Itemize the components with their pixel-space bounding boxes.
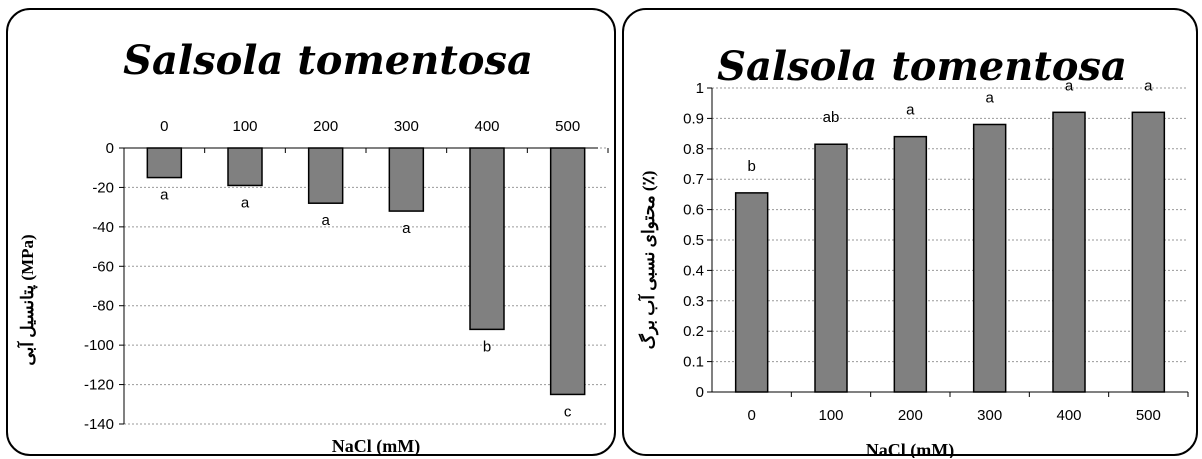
significance-label: a (241, 194, 250, 211)
chart-panel-water-potential: Salsola tomentosa 0 -20 -40 -60 -80 -100 -120 -… (6, 8, 616, 457)
bar (388, 147, 425, 212)
y-tick-label: 0.6 (683, 202, 704, 219)
chart-title: Salsola tomentosa (123, 37, 533, 84)
y-tick-label: -100 (84, 337, 114, 354)
x-tick-label: 400 (1056, 407, 1081, 424)
significance-label: a (1065, 77, 1074, 94)
x-tick-label: 400 (474, 118, 499, 135)
significance-label: b (483, 338, 491, 355)
x-tick-label: 500 (555, 118, 580, 135)
x-tick-label: 300 (977, 407, 1002, 424)
bar (469, 147, 505, 331)
bar (549, 147, 586, 396)
chart-title: Salsola tomentosa (717, 43, 1127, 90)
y-tick-label: 0.2 (683, 323, 704, 340)
significance-label: a (1144, 77, 1153, 94)
water-potential-chart: Salsola tomentosa 0 -20 -40 -60 -80 -100 -120 -… (16, 37, 609, 457)
x-tick-label: 300 (394, 118, 419, 135)
bar (1131, 111, 1166, 393)
y-tick-label: -140 (84, 416, 114, 433)
y-axis-label: پتانسیل آبی (MPa) (16, 234, 38, 365)
y-tick-label: 0.1 (683, 354, 704, 371)
x-tick-label: 0 (747, 407, 755, 424)
significance-label: a (160, 187, 169, 204)
significance-label: a (906, 102, 915, 119)
y-tick-label: -20 (92, 179, 114, 196)
x-axis-label: NaCl (mM) (866, 440, 954, 458)
y-tick-label: 0.5 (683, 232, 704, 249)
bar (307, 147, 344, 204)
x-tick-label: 0 (160, 118, 168, 135)
y-tick-label: 0.4 (683, 262, 704, 279)
x-tick-label: 500 (1136, 407, 1161, 424)
x-tick-label: 100 (818, 407, 843, 424)
significance-label: ab (823, 109, 840, 126)
y-tick-label: -120 (84, 377, 114, 394)
x-axis-label: NaCl (mM) (332, 436, 420, 457)
bar (972, 123, 1007, 393)
y-axis-label: محتوای نسبی آب برگ (٪) (637, 171, 659, 350)
x-tick-label: 100 (232, 118, 257, 135)
y-tick-label: 0.9 (683, 110, 704, 127)
y-tick-label: -40 (92, 219, 114, 236)
bar (227, 147, 263, 187)
significance-label: a (985, 89, 994, 106)
y-tick-label: 0 (696, 384, 704, 401)
bar (1052, 111, 1086, 393)
y-tick-label: 0.7 (683, 171, 704, 188)
bar (893, 135, 928, 393)
x-tick-label: 200 (313, 118, 338, 135)
y-tick-label: 0.8 (683, 141, 704, 158)
y-tick-label: -60 (92, 258, 114, 275)
significance-label: a (321, 212, 330, 229)
bar (814, 143, 848, 393)
y-tick-label: 0 (106, 140, 114, 157)
x-tick-label: 200 (898, 407, 923, 424)
bar (734, 192, 769, 393)
significance-label: b (747, 158, 755, 175)
bar (146, 147, 183, 179)
relative-water-content-chart: 0 0.1 0.2 0.3 0.4 0.5 0.6 0.7 0.8 0.9 1 0 b 100 ab 200 a… (637, 43, 1189, 458)
y-tick-label: 1 (696, 80, 704, 97)
significance-label: c (564, 403, 572, 420)
significance-label: a (402, 220, 411, 237)
y-tick-label: -80 (92, 298, 114, 315)
y-tick-label: 0.3 (683, 293, 704, 310)
chart-panel-relative-water-content: 0 0.1 0.2 0.3 0.4 0.5 0.6 0.7 0.8 0.9 1 0 b 100 ab 200 a… (622, 8, 1198, 458)
